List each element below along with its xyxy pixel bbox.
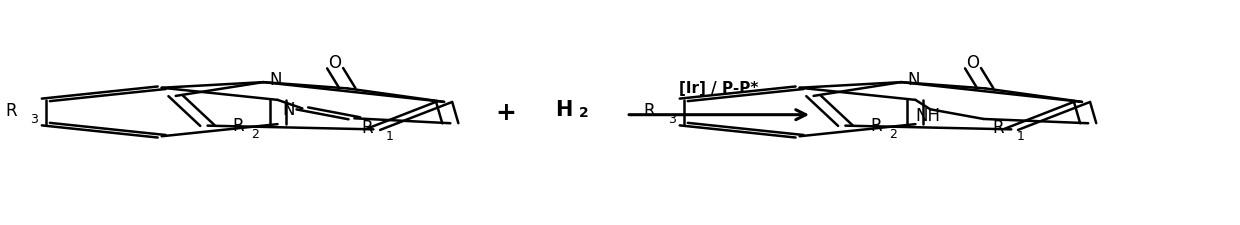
Text: 2: 2 <box>889 127 897 140</box>
Text: R: R <box>6 102 17 120</box>
Text: +: + <box>496 101 517 124</box>
Text: N: N <box>908 71 920 89</box>
Text: R: R <box>993 119 1004 136</box>
Text: H: H <box>556 99 573 119</box>
Text: R: R <box>361 118 372 136</box>
Text: [Ir] / P-P*: [Ir] / P-P* <box>680 81 759 95</box>
Text: R: R <box>232 116 244 134</box>
Text: 2: 2 <box>579 106 589 120</box>
Text: N: N <box>269 71 281 89</box>
Text: 1: 1 <box>386 130 393 142</box>
Text: NH: NH <box>915 106 940 124</box>
Text: N: N <box>283 100 295 118</box>
Text: R: R <box>870 116 882 134</box>
Text: 3: 3 <box>30 112 37 126</box>
Text: 2: 2 <box>250 127 259 140</box>
Text: R: R <box>644 102 655 120</box>
Text: 3: 3 <box>667 112 676 126</box>
Text: O: O <box>966 54 980 72</box>
Text: O: O <box>329 54 341 72</box>
Text: 1: 1 <box>1017 130 1025 143</box>
